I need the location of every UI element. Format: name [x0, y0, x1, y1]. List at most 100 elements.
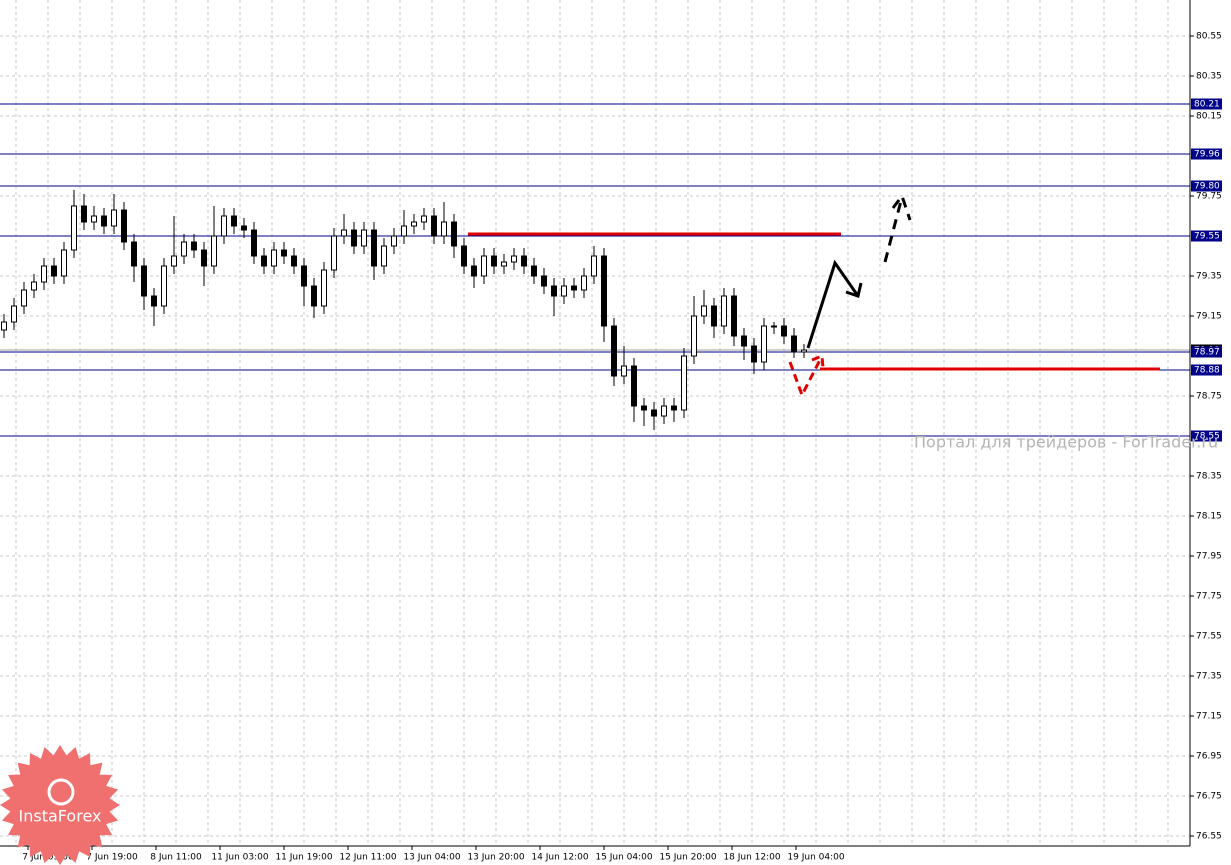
candle-body [181, 241, 187, 257]
candle-body [171, 255, 177, 267]
y-tick-label: 79.35 [1196, 272, 1222, 282]
x-tick-label: 13 Jun 20:00 [467, 853, 524, 863]
candle-body [121, 209, 127, 243]
y-tick-label: 78.75 [1196, 392, 1222, 402]
level-label: 78.88 [1194, 366, 1220, 376]
level-label: 79.96 [1194, 150, 1220, 160]
candle-body [601, 255, 607, 327]
candle-body [611, 325, 617, 377]
y-tick-label: 78.35 [1196, 472, 1222, 482]
candle-body [41, 265, 47, 283]
candle-body [61, 249, 67, 277]
level-label: 79.80 [1194, 182, 1220, 192]
level-label: 80.21 [1194, 100, 1220, 110]
candle-body [211, 235, 217, 267]
y-tick-label: 77.95 [1196, 552, 1222, 562]
candle-body [681, 355, 687, 411]
candle-body [21, 289, 27, 307]
candle-body [711, 305, 717, 327]
candle-body [781, 325, 787, 337]
candle-body [461, 245, 467, 267]
candle-body [511, 255, 517, 263]
candle-body [361, 229, 367, 247]
x-tick-label: 11 Jun 03:00 [211, 853, 268, 863]
black-forecast-arrow [806, 259, 863, 349]
candle-body [721, 295, 727, 327]
candle-body [751, 345, 757, 363]
level-label-box [1191, 148, 1222, 160]
candle-body [261, 255, 267, 267]
candle-body [701, 305, 707, 317]
candle-body [301, 265, 307, 287]
candles [1, 190, 807, 430]
level-label-box [1191, 230, 1222, 242]
candle-body [401, 225, 407, 237]
candle-body [161, 265, 167, 307]
candle-body [101, 215, 107, 227]
candle-body [501, 261, 507, 267]
candle-body [561, 285, 567, 297]
candle-body [31, 281, 37, 291]
y-tick-label: 77.55 [1196, 632, 1222, 642]
candle-body [381, 245, 387, 267]
candle-body [621, 365, 627, 377]
candle-body [671, 405, 677, 411]
candle-body [631, 365, 637, 407]
level-label-box [1191, 346, 1222, 358]
candle-body [111, 209, 117, 227]
grid [0, 0, 1190, 846]
candle-body [351, 229, 357, 247]
candle-body [641, 405, 647, 411]
y-tick-label: 79.75 [1196, 192, 1222, 202]
candle-body [151, 295, 157, 307]
x-tick-label: 19 Jun 04:00 [787, 853, 844, 863]
candle-body [591, 255, 597, 277]
candle-body [241, 225, 247, 231]
level-label-box [1191, 430, 1222, 442]
candle-body [311, 285, 317, 307]
x-tick-label: 12 Jun 11:00 [339, 853, 396, 863]
candle-body [1, 321, 7, 331]
candle-body [191, 241, 197, 251]
candle-body [541, 275, 547, 287]
x-tick-label: 11 Jun 19:00 [275, 853, 332, 863]
candle-body [471, 265, 477, 277]
candle-body [131, 241, 137, 267]
y-tick-label: 76.95 [1196, 752, 1222, 762]
y-tick-label: 76.55 [1196, 832, 1222, 842]
y-tick-label: 77.15 [1196, 712, 1222, 722]
logo: InstaForex [0, 745, 120, 865]
candle-body [431, 215, 437, 237]
candle-body [231, 215, 237, 227]
candle-body [571, 285, 577, 291]
candle-body [771, 325, 777, 328]
level-label-box [1191, 98, 1222, 110]
candle-body [761, 325, 767, 363]
candle-body [731, 295, 737, 337]
levels [0, 103, 1190, 437]
candle-body [491, 255, 497, 267]
x-tick-label: 8 Jun 11:00 [150, 853, 202, 863]
candle-body [371, 229, 377, 267]
level-label: 78.55 [1194, 432, 1220, 442]
candle-body [391, 235, 397, 247]
level-label: 79.55 [1194, 232, 1220, 242]
level-label-box [1191, 364, 1222, 376]
candle-body [141, 265, 147, 297]
x-tick-label: 15 Jun 04:00 [595, 853, 652, 863]
y-tick-label: 79.15 [1196, 312, 1222, 322]
y-tick-label: 80.55 [1196, 32, 1222, 42]
watermark: Портал для трейдеров - ForTrader.ru [914, 433, 1218, 452]
candle-body [11, 305, 17, 323]
candle-body [521, 255, 527, 267]
candle-body [481, 255, 487, 277]
time-axis [0, 846, 1231, 865]
y-tick-label: 76.75 [1196, 792, 1222, 802]
candle-body [441, 221, 447, 237]
candle-body [221, 215, 227, 237]
candle-body [651, 409, 657, 417]
candle-body [51, 265, 57, 277]
x-tick-label: 18 Jun 12:00 [723, 853, 780, 863]
candle-body [341, 229, 347, 237]
